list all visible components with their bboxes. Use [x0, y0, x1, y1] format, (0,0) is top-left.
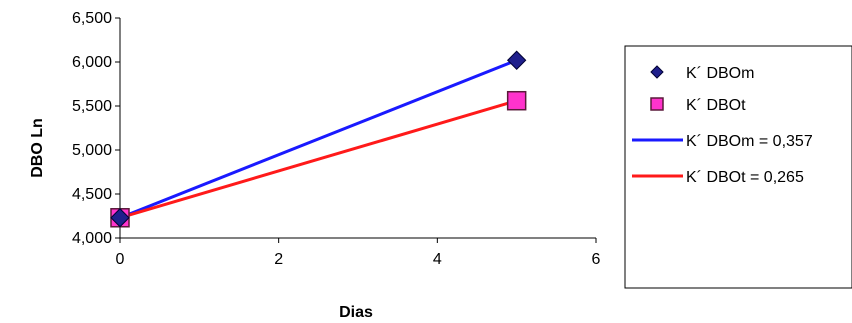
legend-box [624, 45, 852, 289]
x-tick-label: 6 [592, 251, 601, 268]
y-tick-label: 5,500 [72, 98, 112, 115]
x-tick-label: 2 [274, 251, 283, 268]
legend-marker-diamond [650, 65, 664, 79]
series-line [119, 99, 518, 220]
y-axis-title: DBO Ln [29, 118, 46, 178]
data-point-diamond [506, 50, 527, 70]
axes: 4,000 4,500 5,000 5,500 6,000 6,500 0 2 4 6 [72, 10, 601, 268]
legend-label: K´ DBOt [686, 97, 746, 114]
plot-area [110, 50, 527, 228]
data-point-diamond [110, 208, 130, 228]
y-tick-label: 4,000 [72, 230, 112, 247]
x-tick-label: 4 [433, 251, 442, 268]
y-tick-label: 6,000 [72, 54, 112, 71]
y-tick-label: 5,000 [72, 142, 112, 159]
series-line [119, 58, 518, 220]
legend-label: K´ DBOt = 0,265 [686, 169, 804, 186]
y-tick-label: 6,500 [72, 10, 112, 27]
legend-label: K´ DBOm = 0,357 [686, 133, 813, 150]
legend: K´ DBOm K´ DBOt K´ DBOm = 0,357 K´ DBOt = 0… [624, 45, 852, 289]
x-tick-label: 0 [116, 251, 125, 268]
data-point-square [506, 90, 527, 111]
legend-label: K´ DBOm [686, 65, 754, 82]
y-tick-label: 4,500 [72, 186, 112, 203]
legend-marker-square [650, 97, 664, 111]
x-axis-title: Dias [339, 304, 373, 321]
